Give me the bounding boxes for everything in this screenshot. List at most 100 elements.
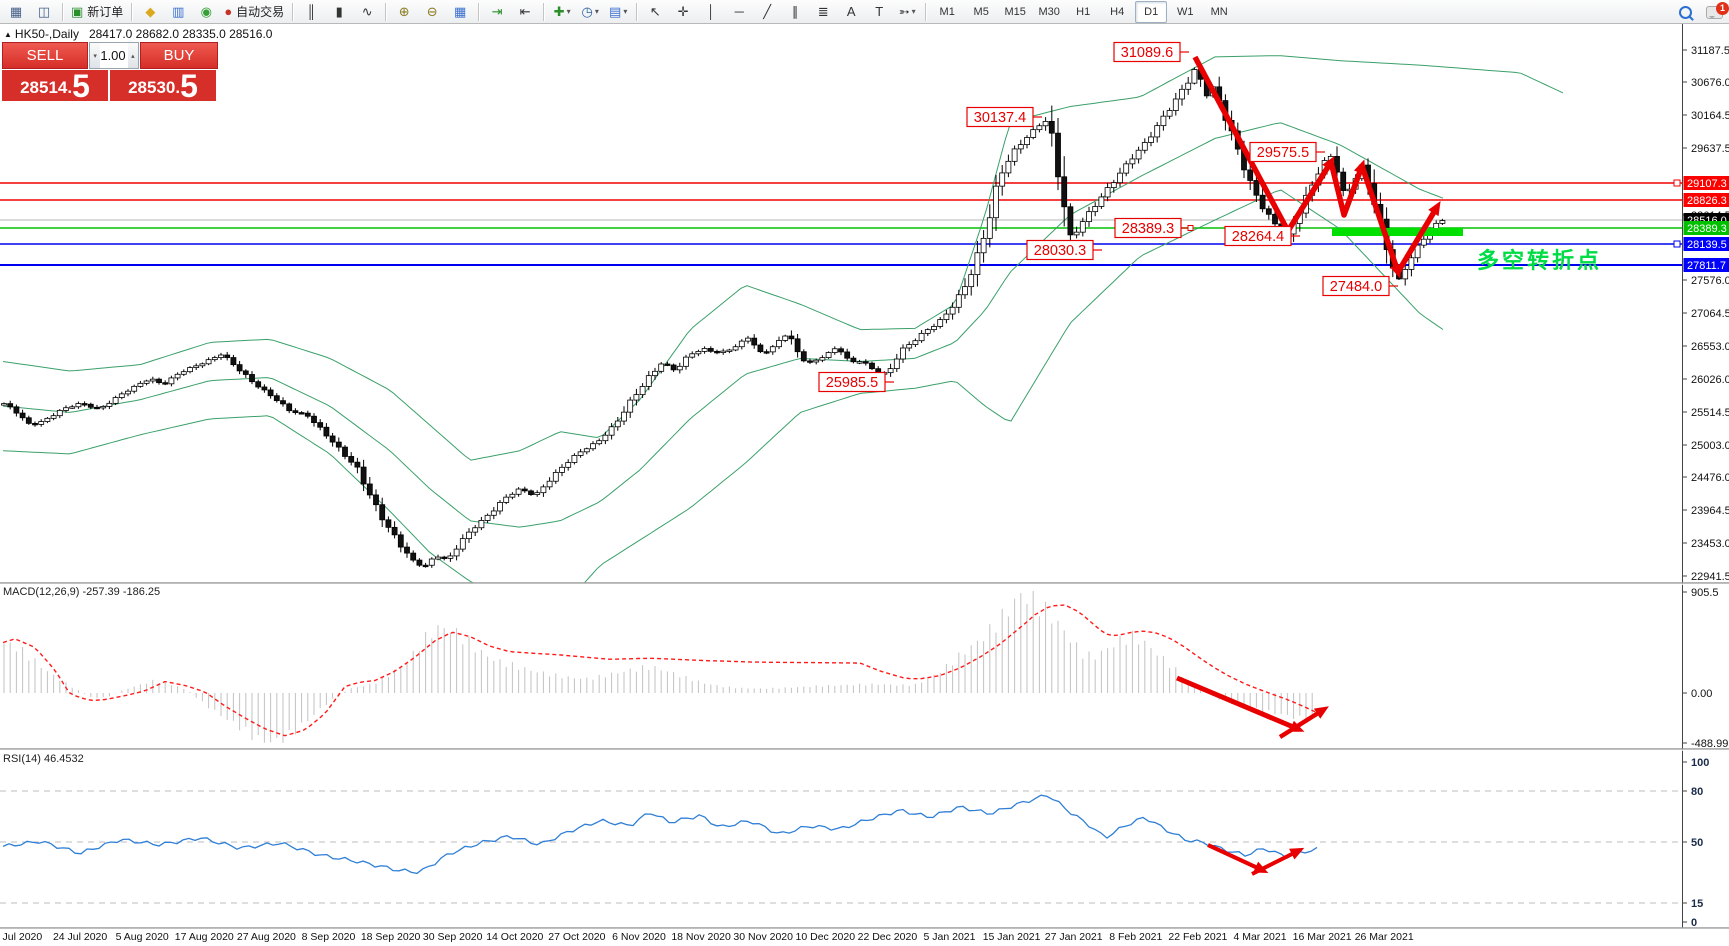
toolbar-separator	[385, 2, 387, 21]
timeframe-m1-button[interactable]: M1	[939, 5, 955, 18]
svg-text:30164.5: 30164.5	[1691, 110, 1729, 122]
timeframe-m30-button[interactable]: M30	[1038, 5, 1060, 18]
timeframe-w1-button[interactable]: W1	[1176, 5, 1194, 18]
svg-text:15: 15	[1691, 898, 1703, 910]
fibonacci-icon: ≣	[817, 3, 829, 19]
timeframe-d1-button[interactable]: D1	[1135, 0, 1168, 23]
sell-button[interactable]: SELL	[2, 42, 88, 69]
arrows-tool-icon[interactable]: ➳ ▾	[894, 1, 920, 23]
new-chart-icon[interactable]: ▦	[3, 1, 29, 23]
tile-windows-icon[interactable]: ▦	[447, 1, 473, 23]
cjk-note-text[interactable]: 多空转折点	[1477, 248, 1602, 273]
svg-text:29575.5: 29575.5	[1257, 145, 1309, 161]
bar-chart-icon[interactable]: ║	[298, 1, 324, 23]
buy-price[interactable]: 28530. 5	[110, 70, 216, 102]
candlestick-chart-icon: ▮	[335, 3, 343, 19]
trendline-icon[interactable]: ╱	[754, 1, 780, 23]
cursor-icon[interactable]: ↖	[642, 1, 668, 23]
periods-icon[interactable]: ◷ ▾	[577, 1, 603, 23]
text-label-icon[interactable]: T	[866, 1, 892, 23]
rsi-trend-arrows[interactable]	[1207, 843, 1305, 876]
svg-text:8 Feb 2021: 8 Feb 2021	[1109, 931, 1162, 943]
rsi-axis[interactable]: 100 80 50 15 0	[1682, 757, 1709, 929]
alerts-icon[interactable]: ◆	[137, 1, 163, 23]
candlestick-chart-icon[interactable]: ▮	[326, 1, 352, 23]
market-icon[interactable]: ▥	[165, 1, 191, 23]
price-annotations[interactable]: 31089.6 30137.4 29575.5 28389.3 28264.4 28030…	[818, 41, 1398, 393]
toolbar-separator	[62, 2, 63, 21]
arrows-tool-icon: ➳	[898, 3, 910, 19]
horizontal-line-icon[interactable]: ─	[726, 1, 752, 23]
svg-text:5 Aug 2020: 5 Aug 2020	[116, 931, 169, 943]
time-axis[interactable]: 4 Jul 2020 24 Jul 2020 5 Aug 2020 17 Aug 20…	[0, 931, 1414, 943]
rsi-pane-label: RSI(14) 46.4532	[3, 753, 84, 765]
macd-axis[interactable]: 905.5 0.00 -488.99	[1682, 587, 1728, 750]
svg-text:24476.0: 24476.0	[1691, 472, 1729, 484]
svg-text:5 Jan 2021: 5 Jan 2021	[924, 931, 976, 943]
equidistant-channel-icon[interactable]: ∥	[782, 1, 808, 23]
svg-text:28389.3: 28389.3	[1687, 223, 1727, 235]
svg-text:27484.0: 27484.0	[1330, 279, 1382, 295]
timeframe-m15-button[interactable]: M15	[1004, 5, 1026, 18]
svg-text:24 Jul 2020: 24 Jul 2020	[53, 931, 107, 943]
zoom-out-icon[interactable]: ⊖	[419, 1, 445, 23]
toolbar-separator	[636, 2, 638, 21]
price-axis[interactable]: 31187.530676.030164.529637.528614.527576…	[1673, 24, 1729, 928]
svg-text:27811.7: 27811.7	[1687, 260, 1726, 272]
volume-increase-button[interactable]: ▴	[127, 43, 138, 68]
auto-scroll-icon: ⇥	[491, 3, 503, 19]
svg-text:29637.5: 29637.5	[1691, 143, 1729, 155]
line-selection-handle[interactable]	[1673, 240, 1681, 248]
new-order-button[interactable]: ▣ 新订单	[68, 1, 126, 23]
svg-text:27064.5: 27064.5	[1691, 308, 1729, 320]
new-order-button: ▣	[71, 3, 84, 19]
volume-value[interactable]: 1.00	[100, 48, 126, 63]
pane-separators[interactable]	[0, 582, 1729, 930]
svg-text:30 Sep 2020: 30 Sep 2020	[423, 931, 483, 943]
text-icon[interactable]: A	[838, 1, 864, 23]
crosshair-icon[interactable]: ✛	[670, 1, 696, 23]
line-selection-handle[interactable]	[1673, 179, 1681, 187]
buy-button[interactable]: BUY	[140, 42, 218, 69]
svg-text:18 Sep 2020: 18 Sep 2020	[361, 931, 421, 943]
timeframe-mn-button[interactable]: MN	[1210, 5, 1228, 18]
trendline-icon: ╱	[763, 3, 772, 19]
alerts-icon: ◆	[145, 3, 156, 19]
dropdown-caret-icon[interactable]: ▾	[623, 7, 628, 16]
volume-stepper[interactable]: ▾ 1.00 ▴	[89, 42, 139, 69]
indicators-icon[interactable]: ✚ ▾	[549, 1, 575, 23]
svg-text:4 Mar 2021: 4 Mar 2021	[1233, 931, 1286, 943]
macd-trend-arrows[interactable]	[1176, 675, 1329, 739]
equidistant-channel-icon: ∥	[791, 3, 799, 19]
notifications-icon[interactable]: 1	[1706, 1, 1729, 19]
zoom-in-icon[interactable]: ⊕	[391, 1, 417, 23]
chart-shift-icon[interactable]: ⇤	[512, 1, 538, 23]
line-chart-icon[interactable]: ∿	[354, 1, 380, 23]
macd-histogram	[3, 590, 1313, 743]
volume-decrease-button[interactable]: ▾	[90, 43, 101, 68]
svg-text:0: 0	[1691, 917, 1697, 929]
signals-icon[interactable]: ◉	[193, 1, 219, 23]
new-order-button-label: 新订单	[87, 5, 124, 19]
search-icon[interactable]	[1679, 5, 1692, 19]
sell-price[interactable]: 28514. 5	[2, 70, 108, 102]
svg-text:26 Mar 2021: 26 Mar 2021	[1355, 931, 1414, 943]
signals-icon: ◉	[200, 3, 212, 19]
svg-text:31187.5: 31187.5	[1691, 45, 1729, 57]
auto-trading-button[interactable]: ● 自动交易	[221, 1, 287, 23]
dropdown-caret-icon[interactable]: ▾	[911, 7, 916, 16]
chart-profiles-icon[interactable]: ◫	[31, 1, 57, 23]
svg-text:100: 100	[1691, 757, 1709, 769]
vertical-line-icon[interactable]: │	[698, 1, 724, 23]
timeframe-m5-button[interactable]: M5	[973, 5, 989, 18]
dropdown-caret-icon[interactable]: ▾	[566, 7, 571, 16]
fibonacci-icon[interactable]: ≣	[810, 1, 836, 23]
timeframe-h4-button[interactable]: H4	[1110, 5, 1125, 18]
dropdown-caret-icon[interactable]: ▾	[594, 7, 599, 16]
svg-text:905.5: 905.5	[1691, 587, 1719, 599]
timeframe-h1-button[interactable]: H1	[1076, 5, 1091, 18]
svg-text:30676.0: 30676.0	[1691, 77, 1729, 89]
templates-icon[interactable]: ▤ ▾	[605, 1, 631, 23]
auto-scroll-icon[interactable]: ⇥	[484, 1, 510, 23]
